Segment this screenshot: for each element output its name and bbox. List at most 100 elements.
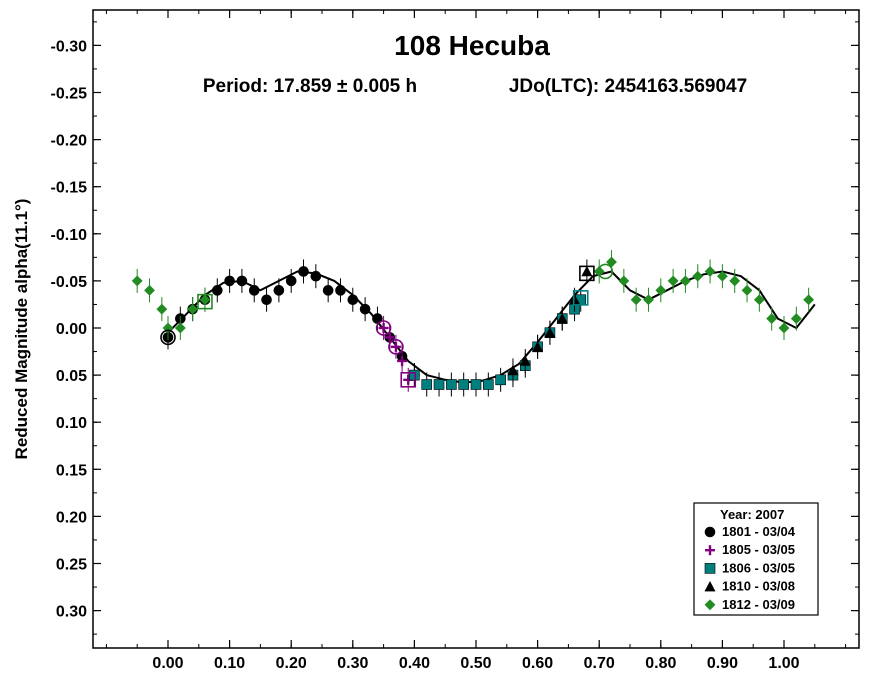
- y-tick-label: 0.25: [56, 557, 87, 574]
- data-point: [495, 374, 506, 386]
- data-point: [421, 379, 433, 390]
- data-point: [446, 379, 457, 390]
- open-marker: [400, 372, 417, 388]
- data-point: [692, 270, 704, 282]
- open-marker: [572, 290, 589, 306]
- data-point: [285, 275, 297, 287]
- data-point: [458, 379, 469, 390]
- data-point: [667, 275, 679, 287]
- chart-subtitle-epoch: JDo(LTC): 2454163.569047: [509, 76, 747, 97]
- data-point: [704, 266, 716, 277]
- open-marker: [375, 320, 392, 336]
- fourier-fit-line: [167, 270, 816, 384]
- y-tick-label: -0.15: [51, 180, 88, 197]
- open-marker: [579, 265, 595, 282]
- y-tick-label: 0.05: [56, 368, 87, 385]
- data-point: [359, 303, 371, 315]
- legend-entry-label: 1805 - 03/05: [722, 542, 795, 557]
- y-tick-label: 0.15: [56, 462, 87, 479]
- fit-curve: [167, 270, 816, 384]
- y-tick-label: -0.20: [51, 133, 88, 150]
- data-point: [630, 294, 642, 306]
- data-point: [593, 266, 605, 277]
- data-point: [236, 275, 248, 287]
- data-point: [470, 379, 482, 390]
- x-tick-label: 0.10: [214, 655, 245, 672]
- data-point: [390, 341, 401, 352]
- data-point: [384, 332, 395, 343]
- y-axis-label: Reduced Magnitude alpha(11.1°): [12, 199, 31, 460]
- data-point: [131, 275, 143, 287]
- data-point: [211, 285, 223, 296]
- y-tick-label: -0.10: [51, 227, 88, 244]
- data-point: [519, 355, 531, 366]
- y-tick-label: 0.20: [56, 509, 87, 526]
- legend-marker: [705, 545, 715, 556]
- y-tick-label: -0.05: [51, 274, 88, 291]
- data-point: [378, 323, 389, 333]
- legend-entry-label: 1812 - 03/09: [722, 597, 795, 612]
- data-point: [156, 303, 168, 315]
- data-point: [766, 313, 778, 325]
- data-point: [397, 355, 408, 366]
- data-point: [507, 364, 519, 376]
- x-tick-label: 0.00: [152, 655, 183, 672]
- data-point: [409, 369, 420, 381]
- data-point: [680, 275, 691, 287]
- x-tick-label: 0.40: [399, 655, 430, 672]
- open-marker: [597, 263, 614, 280]
- data-point: [433, 379, 445, 390]
- data-point: [556, 312, 568, 324]
- data-point: [199, 294, 211, 306]
- legend-marker: [704, 563, 716, 574]
- data-point: [729, 275, 741, 287]
- legend-entry-label: 1810 - 03/08: [722, 579, 795, 594]
- data-point: [532, 341, 544, 352]
- data-point: [544, 327, 556, 338]
- open-marker: [388, 339, 404, 355]
- data-point: [347, 294, 359, 306]
- data-point: [790, 313, 802, 325]
- data-point: [187, 303, 199, 315]
- x-tick-label: 0.90: [707, 655, 738, 672]
- data-point: [174, 322, 186, 334]
- y-tick-label: 0.00: [56, 321, 87, 338]
- data-points: [131, 250, 815, 397]
- data-point: [753, 294, 765, 306]
- legend-marker: [704, 580, 716, 592]
- x-tick-label: 0.50: [460, 655, 491, 672]
- data-point: [298, 266, 309, 277]
- legend-entry-label: 1801 - 03/04: [722, 524, 796, 539]
- data-point: [483, 379, 494, 390]
- legend: Year: 2007 1801 - 03/04 1805 - 03/05 1806 …: [693, 502, 819, 616]
- data-point: [248, 285, 260, 296]
- data-point: [803, 294, 815, 306]
- data-point: [655, 284, 667, 296]
- data-point: [273, 285, 285, 296]
- series-diamond: [131, 250, 815, 340]
- chart-subtitle-period: Period: 17.859 ± 0.005 h: [203, 76, 417, 97]
- chart-title: 108 Hecuba: [394, 30, 550, 61]
- legend-marker: [704, 599, 716, 611]
- data-point: [618, 275, 630, 287]
- x-tick-label: 0.30: [337, 655, 368, 672]
- y-tick-label: -0.25: [51, 86, 88, 103]
- data-point: [778, 322, 790, 334]
- legend-marker: [704, 526, 716, 538]
- data-point: [261, 294, 272, 306]
- data-point: [741, 284, 753, 296]
- series-plus: [378, 316, 414, 392]
- data-point: [643, 294, 654, 306]
- x-tick-label: 0.80: [645, 655, 676, 672]
- open-markers: [160, 263, 614, 388]
- data-point: [310, 270, 322, 282]
- x-tick-label: 0.20: [276, 655, 307, 672]
- y-tick-label: 0.30: [56, 604, 87, 621]
- y-tick-label: 0.10: [56, 415, 87, 432]
- x-tick-label: 1.00: [768, 655, 799, 672]
- x-tick-label: 0.60: [522, 655, 553, 672]
- series-triangle: [507, 259, 593, 383]
- data-point: [224, 275, 235, 287]
- data-point: [716, 270, 728, 282]
